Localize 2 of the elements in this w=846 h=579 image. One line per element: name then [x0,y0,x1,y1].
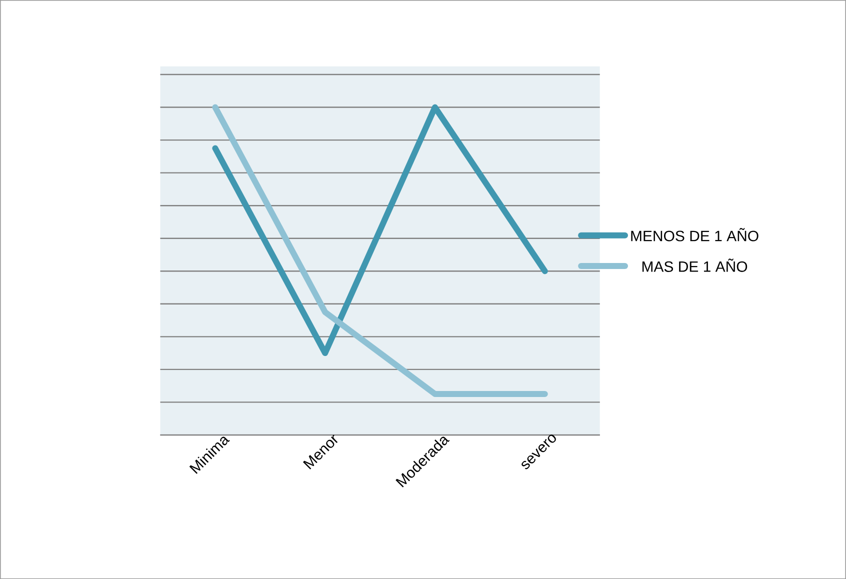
legend-label: MAS DE 1 AÑO [642,258,748,272]
legend-label: MENOS DE 1 AÑO [631,228,758,242]
